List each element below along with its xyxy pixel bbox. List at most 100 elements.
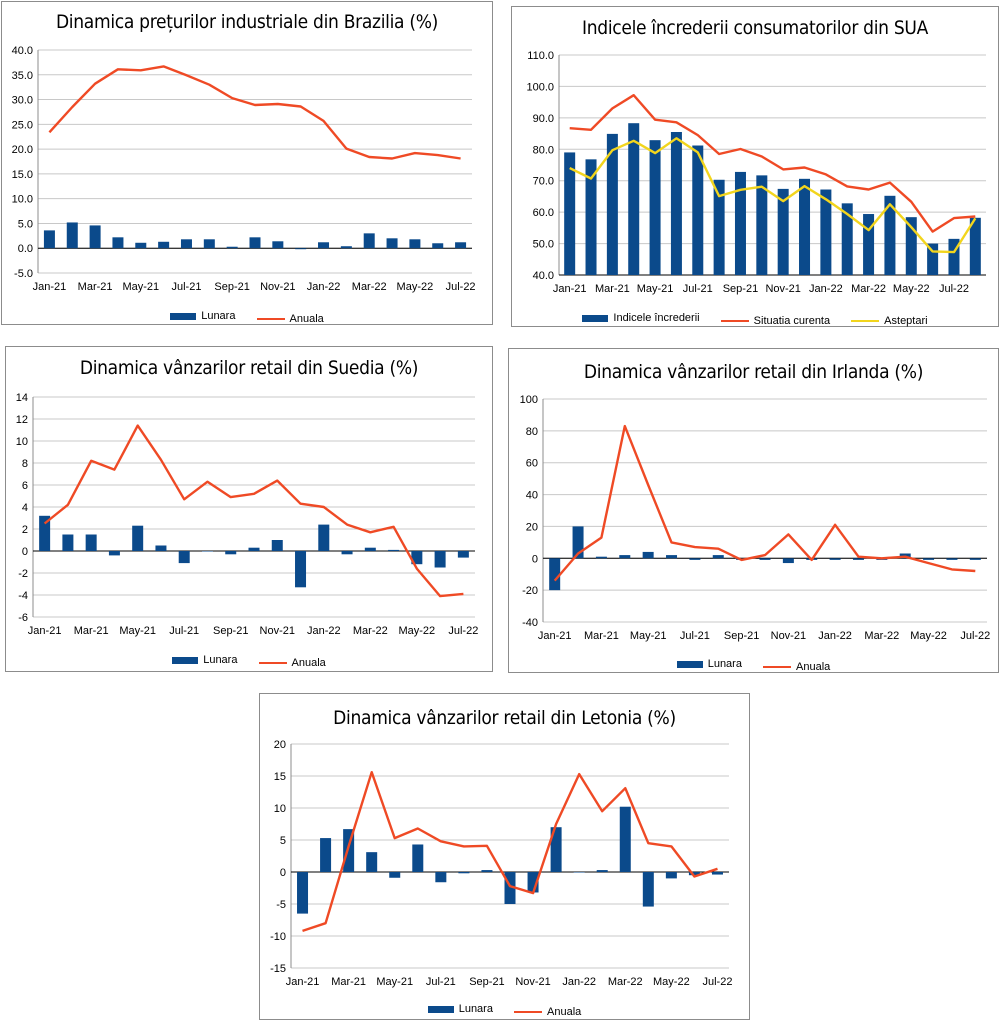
y-tick-label: 5.0 (18, 218, 33, 230)
bar (409, 239, 421, 249)
bar (572, 526, 584, 559)
legend-item-lunara: Lunara (676, 658, 742, 670)
x-tick-label: May-22 (398, 625, 435, 637)
bar (201, 551, 213, 552)
chart-plot-latvia: -15 -10 -5 0 5 10 15 20 Jan-21 Mar-21 May-21 Jul-21… (270, 739, 732, 988)
bar (318, 524, 330, 551)
bar (272, 241, 284, 249)
y-tick-label: 0 (532, 553, 538, 565)
chart-legend: Lunara Anuala (6, 654, 492, 669)
x-tick-label: Mar-22 (608, 976, 643, 988)
bar (688, 872, 700, 876)
bar (829, 558, 841, 560)
series-line-anuala (43, 424, 464, 598)
legend-item-situatia: Situatia curenta (720, 315, 830, 327)
x-tick-label: Jan-22 (307, 625, 341, 637)
x-tick-label: Jul-21 (169, 625, 199, 637)
chart-legend: Indicele încrederii Situatia curenta Ast… (512, 312, 998, 327)
chart-plot-sweden: -6 -4 -2 0 2 4 6 8 10 12 14 Jan-21 Mar-21 May-21 Jul-2… (16, 392, 479, 637)
x-tick-label: Jan-22 (307, 281, 341, 293)
bar (203, 239, 215, 249)
bar (388, 549, 400, 551)
bar (318, 242, 330, 249)
x-tick-label: Mar-21 (584, 630, 619, 642)
bar (734, 171, 746, 275)
x-tick-label: May-21 (376, 976, 413, 988)
legend-item-anuala: Anuala (763, 661, 830, 673)
y-tick-label: 110.0 (527, 50, 554, 62)
bar (132, 525, 144, 551)
y-tick-label: -5 (276, 899, 286, 911)
bar (550, 827, 562, 872)
bar (711, 872, 723, 875)
bar (946, 558, 958, 560)
bar (713, 179, 725, 275)
chart-plot-ireland: -40 -20 0 20 40 60 80 100 Jan-21 Mar-21 May-21 Jul-… (520, 394, 991, 642)
x-tick-label: Jan-22 (562, 976, 596, 988)
legend-item-asteptari: Asteptari (851, 315, 928, 327)
y-tick-label: 14 (16, 392, 28, 404)
bar (689, 558, 701, 560)
x-tick-label: Nov-21 (771, 630, 806, 642)
bar (619, 555, 631, 559)
chart-legend: Lunara Anuala (2, 310, 492, 325)
bar (226, 246, 238, 249)
bar (596, 870, 608, 872)
bar (225, 551, 237, 555)
bar (969, 558, 981, 560)
bar (948, 238, 960, 275)
bar (155, 545, 167, 551)
bar (481, 870, 493, 872)
chart-plot-brazil: -5.0 0.0 5.0 10.0 15.0 20.0 25.0 30.0 35.0 40.0 Ja… (12, 45, 476, 293)
bar (820, 189, 832, 275)
y-tick-label: 80.0 (533, 144, 554, 156)
chart-panel-brazil: Dinamica prețurilor industriale din Braz… (1, 1, 493, 325)
x-tick-label: Nov-21 (765, 283, 800, 295)
bar (923, 558, 935, 560)
bar (386, 238, 398, 249)
y-tick-label: 100.0 (526, 81, 554, 93)
y-tick-label: 20 (274, 739, 286, 751)
y-tick-label: 100 (520, 394, 538, 406)
y-tick-label: -20 (522, 585, 538, 597)
y-tick-label: 4 (22, 502, 28, 514)
bar (642, 551, 654, 559)
x-tick-label: Jul-21 (426, 976, 456, 988)
y-tick-label: 0 (22, 546, 28, 558)
x-tick-label: Sep-21 (724, 630, 759, 642)
x-tick-label: Mar-21 (78, 281, 113, 293)
y-tick-label: 8 (22, 458, 28, 470)
bar (619, 806, 631, 872)
bar (606, 133, 618, 275)
x-tick-label: Jul-21 (683, 283, 713, 295)
y-tick-label: 40.0 (533, 270, 554, 282)
bar (692, 145, 704, 275)
bar (649, 140, 661, 275)
x-tick-label: May-22 (893, 283, 930, 295)
legend-swatch-line (763, 665, 792, 668)
y-tick-label: 20 (526, 521, 538, 533)
y-tick-label: 15 (274, 771, 286, 783)
y-tick-label: -15 (270, 963, 286, 975)
legend-swatch-line (256, 317, 285, 320)
y-tick-label: 0.0 (18, 243, 33, 255)
bar (85, 534, 97, 551)
bar (389, 872, 401, 878)
x-tick-label: May-22 (397, 281, 434, 293)
y-tick-label: 0 (280, 867, 286, 879)
bar (884, 195, 896, 275)
bar (628, 123, 640, 275)
y-tick-label: 12 (16, 414, 28, 426)
chart-panel-usa: Indicele încrederii consumatorilor din S… (511, 6, 999, 327)
legend-swatch-line (258, 661, 287, 664)
bar (504, 872, 516, 904)
bar (458, 872, 470, 874)
y-tick-label: 70.0 (533, 176, 554, 188)
y-tick-label: 2 (22, 524, 28, 536)
x-tick-label: Mar-21 (74, 625, 109, 637)
y-tick-label: 50.0 (533, 239, 554, 251)
chart-legend: Lunara Anuala (260, 1003, 749, 1018)
y-tick-label: 35.0 (12, 70, 33, 82)
legend-swatch-line (514, 1010, 543, 1013)
chart-title: Dinamica prețurilor industriale din Braz… (55, 11, 439, 33)
